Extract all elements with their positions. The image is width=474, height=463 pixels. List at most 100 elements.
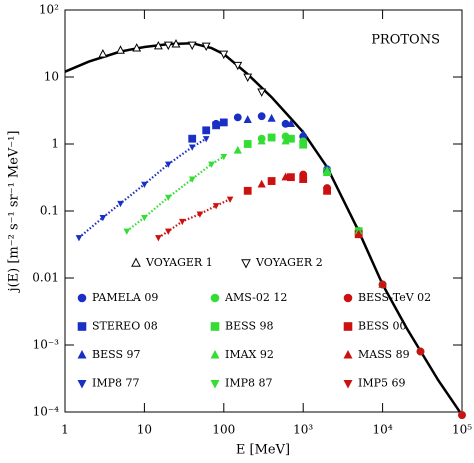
marker xyxy=(212,121,221,130)
marker xyxy=(188,176,196,183)
legend-label: IMP8 87 xyxy=(225,377,273,390)
y-axis-label: j(E) [m⁻² s⁻¹ sr⁻¹ MeV⁻¹] xyxy=(7,131,22,294)
marker xyxy=(286,119,295,128)
marker xyxy=(267,133,276,142)
y-tick-label: 0.01 xyxy=(32,271,59,285)
marker xyxy=(299,129,308,138)
marker xyxy=(98,49,108,58)
legend-label: VOYAGER 1 xyxy=(145,256,213,269)
marker xyxy=(171,39,181,48)
marker xyxy=(458,411,466,419)
marker xyxy=(323,186,332,195)
legend-label: PAMELA 09 xyxy=(92,291,158,304)
legend-label: BESS 00 xyxy=(358,320,407,333)
marker xyxy=(257,112,266,121)
legend-label: IMAX 92 xyxy=(225,348,274,361)
marker xyxy=(165,228,172,235)
x-tick-label: 10³ xyxy=(293,423,313,437)
marker xyxy=(281,172,290,181)
marker xyxy=(153,40,163,50)
legend-label: BESS 97 xyxy=(92,348,141,361)
x-tick-label: 10⁴ xyxy=(373,423,393,437)
legend-marker xyxy=(343,322,353,331)
legend-marker xyxy=(131,257,141,267)
legend-label: BESS-TeV 02 xyxy=(358,291,431,304)
legend-marker xyxy=(210,380,220,389)
marker xyxy=(323,166,332,174)
marker xyxy=(226,196,234,203)
legend-label: IMP8 77 xyxy=(92,377,140,390)
marker xyxy=(287,134,295,143)
y-tick-label: 10 xyxy=(44,70,59,84)
legend-label: STEREO 08 xyxy=(92,320,158,333)
y-tick-label: 10⁻³ xyxy=(33,338,60,352)
y-tick-label: 10² xyxy=(39,3,59,17)
marker xyxy=(117,200,124,208)
marker xyxy=(208,161,215,168)
marker xyxy=(202,136,210,143)
marker xyxy=(116,45,125,54)
marker xyxy=(202,126,211,135)
marker xyxy=(267,177,276,185)
marker xyxy=(233,61,243,71)
legend-marker xyxy=(241,259,251,269)
marker xyxy=(267,113,276,122)
legend-marker xyxy=(343,349,353,359)
marker xyxy=(165,194,172,202)
marker xyxy=(155,235,162,242)
y-tick-label: 0.1 xyxy=(40,204,59,218)
marker xyxy=(165,161,172,168)
model-line xyxy=(64,41,464,416)
marker xyxy=(187,41,197,51)
x-tick-label: 1 xyxy=(61,423,69,437)
y-tick-label: 10⁻⁴ xyxy=(33,405,60,419)
marker xyxy=(196,211,204,218)
marker xyxy=(188,134,197,143)
marker xyxy=(257,179,266,188)
legend-label: BESS 98 xyxy=(225,320,274,333)
legend-marker xyxy=(343,380,353,389)
legend-marker xyxy=(210,293,220,303)
legend-label: MASS 89 xyxy=(358,348,410,361)
marker xyxy=(219,118,228,127)
x-tick-label: 10 xyxy=(137,423,152,437)
marker xyxy=(75,235,83,242)
marker xyxy=(178,218,186,226)
marker xyxy=(243,186,252,195)
marker xyxy=(212,203,220,210)
x-axis-label: E [MeV] xyxy=(236,443,290,458)
legend-label: IMP5 69 xyxy=(358,377,406,390)
legend-marker xyxy=(77,349,87,359)
marker xyxy=(257,136,266,145)
marker xyxy=(99,214,107,222)
x-tick-label: 100 xyxy=(212,423,235,437)
legend-marker xyxy=(210,349,220,359)
legend-label: VOYAGER 2 xyxy=(255,256,323,269)
marker xyxy=(188,144,196,151)
marker xyxy=(233,113,242,122)
legend-marker xyxy=(77,322,87,331)
marker xyxy=(299,140,308,149)
marker xyxy=(354,229,363,238)
marker xyxy=(257,88,267,97)
dotted-line xyxy=(126,155,225,233)
marker xyxy=(416,347,425,356)
legend-marker xyxy=(343,293,353,303)
legend-label: AMS-02 12 xyxy=(224,291,287,304)
legend-marker xyxy=(210,322,220,331)
y-tick-label: 1 xyxy=(51,137,59,151)
marker xyxy=(378,279,387,288)
marker xyxy=(243,140,252,148)
marker xyxy=(132,43,142,52)
marker xyxy=(243,115,252,123)
marker xyxy=(141,181,148,189)
marker xyxy=(299,174,308,183)
marker xyxy=(163,41,173,51)
marker xyxy=(141,214,148,222)
legend-marker xyxy=(77,380,87,389)
legend-marker xyxy=(77,293,87,303)
marker xyxy=(123,228,131,235)
marker xyxy=(233,145,242,154)
marker xyxy=(201,42,211,52)
